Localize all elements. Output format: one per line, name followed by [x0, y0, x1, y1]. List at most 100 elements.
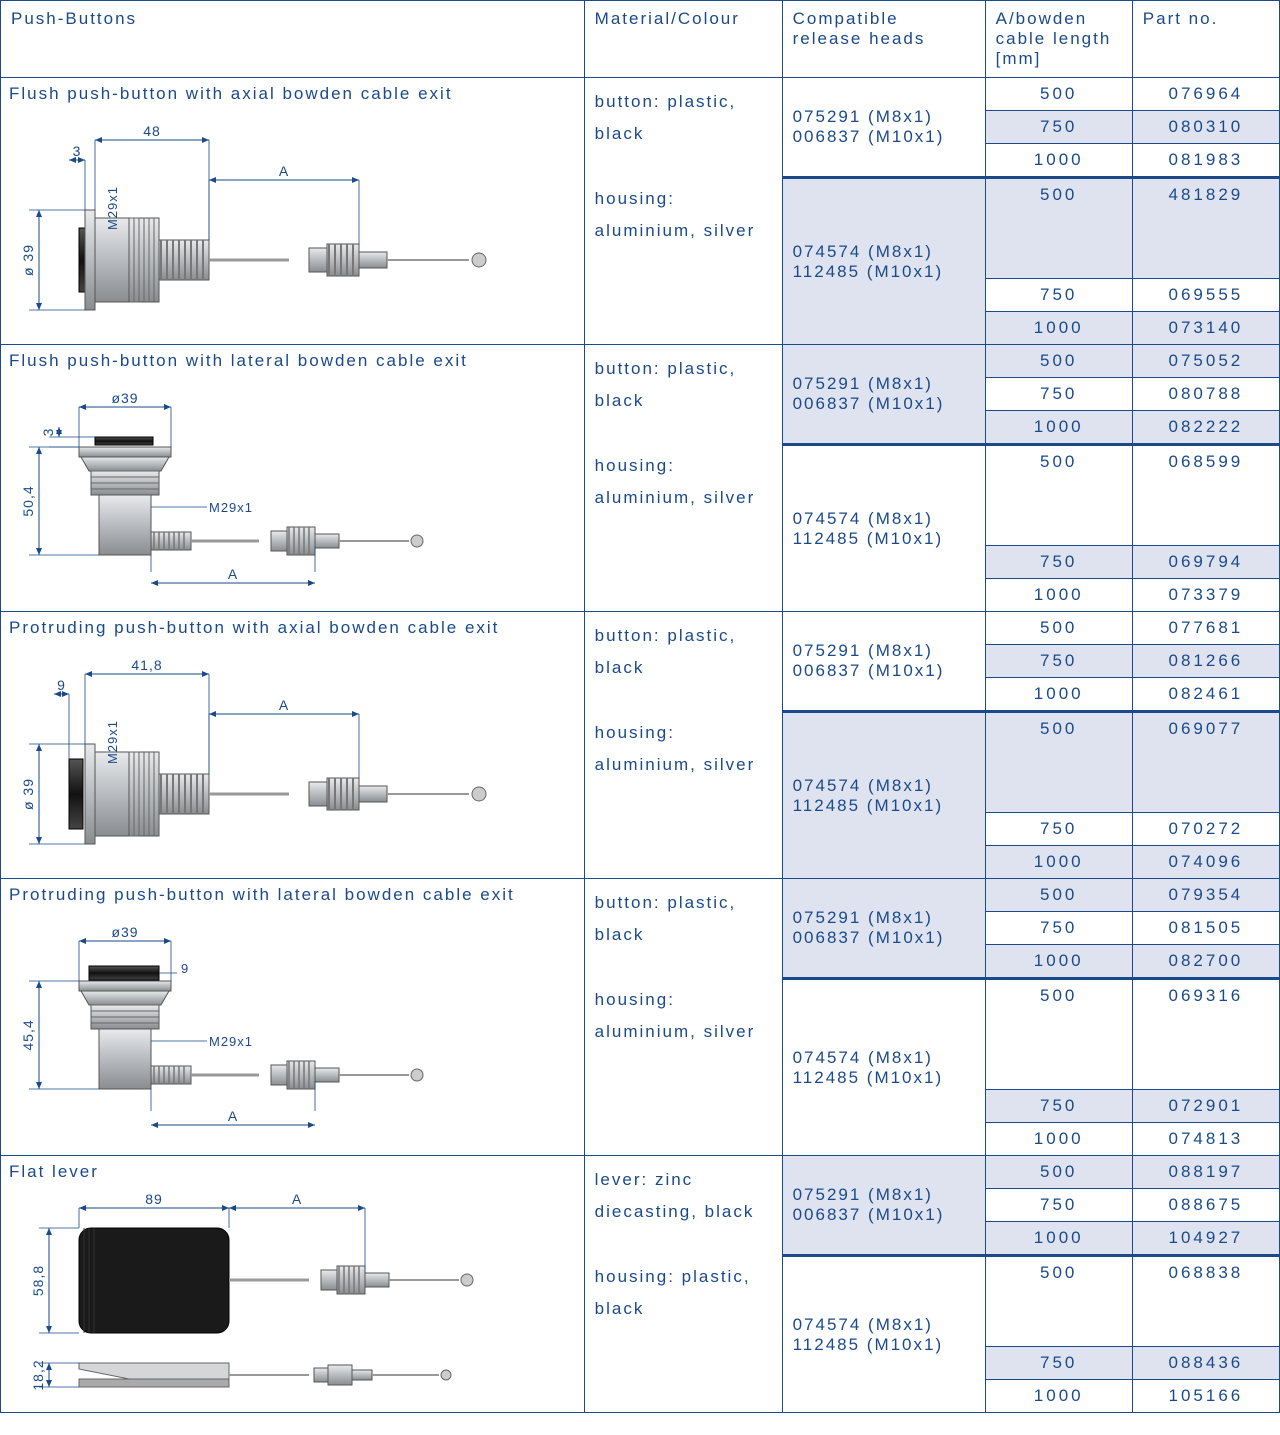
cable-length-cell: 500	[985, 78, 1132, 111]
part-no-cell: 088675	[1132, 1189, 1279, 1222]
table-row: Protruding push-button with axial bowden…	[1, 612, 1280, 645]
cable-length-cell: 750	[985, 1347, 1132, 1380]
technical-diagram: 9 41,8 A ø 39 M29x1	[9, 644, 529, 874]
svg-text:3: 3	[40, 428, 56, 437]
cable-length-cell: 500	[985, 612, 1132, 645]
release-heads-cell: 074574 (M8x1) 112485 (M10x1)	[782, 445, 985, 612]
product-cell: Protruding push-button with lateral bowd…	[1, 879, 585, 1156]
product-title: Flush push-button with lateral bowden ca…	[9, 351, 576, 371]
part-no-cell: 068599	[1132, 445, 1279, 546]
part-no-cell: 080310	[1132, 111, 1279, 144]
part-no-cell: 074096	[1132, 846, 1279, 879]
part-no-cell: 073379	[1132, 579, 1279, 612]
cable-length-cell: 500	[985, 979, 1132, 1090]
svg-text:41,8: 41,8	[131, 657, 162, 673]
product-title: Flush push-button with axial bowden cabl…	[9, 84, 576, 104]
part-no-cell: 082222	[1132, 411, 1279, 445]
svg-text:M29x1: M29x1	[105, 186, 120, 230]
svg-text:ø 39: ø 39	[20, 244, 36, 276]
release-heads-cell: 075291 (M8x1) 006837 (M10x1)	[782, 345, 985, 445]
part-no-cell: 072901	[1132, 1090, 1279, 1123]
part-no-cell: 079354	[1132, 879, 1279, 912]
part-no-cell: 105166	[1132, 1380, 1279, 1413]
header-part-no: Part no.	[1132, 1, 1279, 78]
svg-text:M29x1: M29x1	[105, 720, 120, 764]
product-title: Protruding push-button with lateral bowd…	[9, 885, 576, 905]
svg-text:3: 3	[73, 143, 82, 159]
table-row: Flat lever 89 A 58,8 18,2	[1, 1156, 1280, 1189]
cable-length-cell: 500	[985, 345, 1132, 378]
svg-text:A: A	[279, 697, 289, 713]
part-no-cell: 481829	[1132, 178, 1279, 279]
product-title: Protruding push-button with axial bowden…	[9, 618, 576, 638]
part-no-cell: 082461	[1132, 678, 1279, 712]
part-no-cell: 081505	[1132, 912, 1279, 945]
release-heads-cell: 075291 (M8x1) 006837 (M10x1)	[782, 78, 985, 178]
cable-length-cell: 500	[985, 1156, 1132, 1189]
cable-length-cell: 1000	[985, 411, 1132, 445]
part-no-cell: 081983	[1132, 144, 1279, 178]
product-cell: Flush push-button with axial bowden cabl…	[1, 78, 585, 345]
cable-length-cell: 500	[985, 445, 1132, 546]
header-release-heads: Compatible release heads	[782, 1, 985, 78]
cable-length-cell: 750	[985, 378, 1132, 411]
cable-length-cell: 1000	[985, 579, 1132, 612]
release-heads-cell: 074574 (M8x1) 112485 (M10x1)	[782, 1256, 985, 1413]
technical-diagram: ø39 3 50,4 M29x1 A	[9, 377, 469, 607]
svg-text:50,4: 50,4	[20, 485, 36, 516]
svg-text:A: A	[292, 1191, 302, 1207]
cable-length-cell: 750	[985, 111, 1132, 144]
part-no-cell: 088197	[1132, 1156, 1279, 1189]
technical-diagram: 89 A 58,8 18,2	[9, 1188, 509, 1408]
cable-length-cell: 750	[985, 912, 1132, 945]
svg-text:9: 9	[57, 677, 66, 693]
release-heads-cell: 074574 (M8x1) 112485 (M10x1)	[782, 712, 985, 879]
part-no-cell: 077681	[1132, 612, 1279, 645]
cable-length-cell: 750	[985, 813, 1132, 846]
technical-diagram: ø39 9 45,4 M29x1 A	[9, 911, 469, 1151]
product-cell: Flush push-button with lateral bowden ca…	[1, 345, 585, 612]
release-heads-cell: 074574 (M8x1) 112485 (M10x1)	[782, 979, 985, 1156]
part-no-cell: 074813	[1132, 1123, 1279, 1156]
cable-length-cell: 500	[985, 712, 1132, 813]
svg-text:A: A	[279, 163, 289, 179]
material-cell: lever: zinc diecasting, black housing: p…	[584, 1156, 782, 1413]
header-row: Push-Buttons Material/Colour Compatible …	[1, 1, 1280, 78]
svg-text:58,8: 58,8	[30, 1265, 46, 1296]
part-no-cell: 088436	[1132, 1347, 1279, 1380]
product-cell: Flat lever 89 A 58,8 18,2	[1, 1156, 585, 1413]
part-no-cell: 069794	[1132, 546, 1279, 579]
cable-length-cell: 500	[985, 1256, 1132, 1347]
release-heads-cell: 075291 (M8x1) 006837 (M10x1)	[782, 612, 985, 712]
svg-text:M29x1: M29x1	[209, 500, 253, 515]
part-no-cell: 076964	[1132, 78, 1279, 111]
table-row: Flush push-button with lateral bowden ca…	[1, 345, 1280, 378]
cable-length-cell: 1000	[985, 1380, 1132, 1413]
header-cable-length: A/bowden cable length [mm]	[985, 1, 1132, 78]
svg-text:ø 39: ø 39	[20, 778, 36, 810]
part-no-cell: 069077	[1132, 712, 1279, 813]
part-no-cell: 068838	[1132, 1256, 1279, 1347]
cable-length-cell: 1000	[985, 1222, 1132, 1256]
part-no-cell: 073140	[1132, 312, 1279, 345]
cable-length-cell: 750	[985, 645, 1132, 678]
cable-length-cell: 750	[985, 1189, 1132, 1222]
release-heads-cell: 075291 (M8x1) 006837 (M10x1)	[782, 1156, 985, 1256]
svg-text:18,2: 18,2	[30, 1359, 46, 1390]
push-buttons-table: Push-Buttons Material/Colour Compatible …	[0, 0, 1280, 1413]
release-heads-cell: 074574 (M8x1) 112485 (M10x1)	[782, 178, 985, 345]
technical-diagram: 3 48 A ø 39 M29x1	[9, 110, 529, 340]
material-cell: button: plastic, black housing: aluminiu…	[584, 345, 782, 612]
svg-text:45,4: 45,4	[20, 1019, 36, 1050]
cable-length-cell: 1000	[985, 678, 1132, 712]
material-cell: button: plastic, black housing: aluminiu…	[584, 612, 782, 879]
table-row: Flush push-button with axial bowden cabl…	[1, 78, 1280, 111]
material-cell: button: plastic, black housing: aluminiu…	[584, 879, 782, 1156]
part-no-cell: 075052	[1132, 345, 1279, 378]
part-no-cell: 069316	[1132, 979, 1279, 1090]
cable-length-cell: 1000	[985, 144, 1132, 178]
table-row: Protruding push-button with lateral bowd…	[1, 879, 1280, 912]
part-no-cell: 080788	[1132, 378, 1279, 411]
svg-text:48: 48	[143, 123, 161, 139]
cable-length-cell: 500	[985, 178, 1132, 279]
